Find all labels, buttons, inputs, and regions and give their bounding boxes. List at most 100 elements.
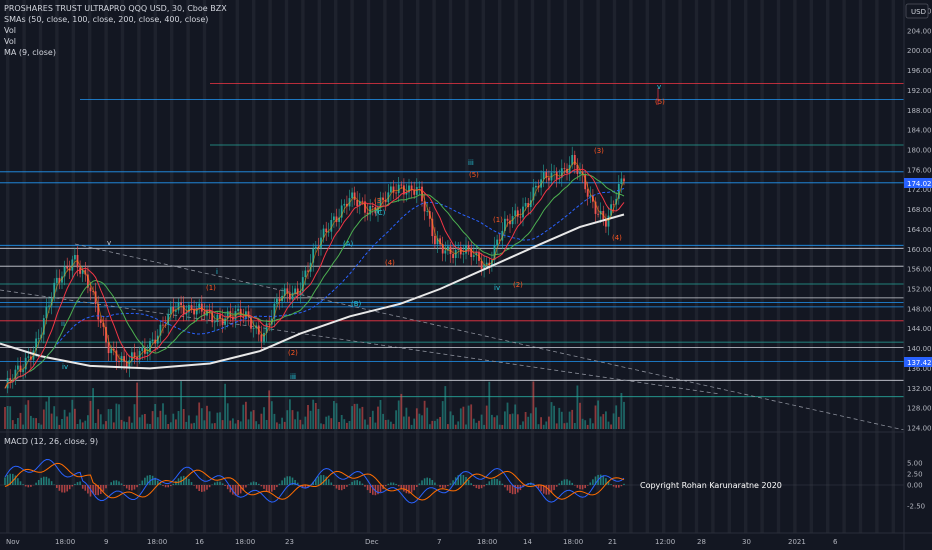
volume-bar [76,424,79,429]
candle-body [167,313,170,325]
macd-hist-bar [584,485,586,489]
volume-bar [431,420,434,429]
macd-hist-bar [390,482,392,485]
macd-hist-bar [509,485,511,493]
volume-bar [514,404,517,429]
currency-label: USD [911,8,926,16]
volume-bar [418,413,421,429]
macd-hist-bar [589,482,592,485]
macd-hist-bar [550,485,553,493]
macd-hist-bar [592,479,594,485]
volume-bar [71,399,74,429]
volume-bar [270,401,273,429]
volume-bar [84,420,87,429]
volume-bar [79,419,81,429]
price-axis[interactable]: 208.00204.00200.00196.00192.00188.00184.… [907,8,932,433]
macd-hist-bar [255,482,257,485]
macd-hist-bar [403,485,405,492]
volume-bar [257,424,260,429]
volume-bar [11,420,14,429]
volume-bar [545,421,548,429]
macd-hist-bar [555,485,558,487]
volume-bar [364,419,366,429]
candle-body [462,253,465,255]
price-tick-label: 188.00 [907,107,932,115]
trendline-upper [74,243,904,430]
volume-bar [162,403,164,429]
macd-hist-bar [506,485,509,491]
macd-hist-bar [263,485,265,489]
volume-bar [87,415,89,429]
macd-hist-bar [291,477,294,485]
volume-bar [30,415,32,429]
wave-label-sub: (4) [612,234,622,242]
candle-body [516,210,519,217]
macd-hist-bar [162,485,164,486]
macd-hist-bar [260,485,263,487]
time-tick-label: 18:00 [235,538,255,546]
volume-bar [206,405,208,429]
volume-bar [190,423,193,429]
wave-label-main: iv [494,284,500,292]
candle-body [545,172,548,178]
candle-body [219,314,221,319]
macd-hist-bar [113,480,115,485]
ma-legend[interactable]: MA (9, close) [4,48,56,57]
volume-bar [35,418,37,429]
candle-body [125,361,128,369]
candle-body [226,311,229,319]
vol-legend-2[interactable]: Vol [4,37,16,46]
volume-bar [182,409,185,429]
candle-body [320,237,322,248]
volume-bar [42,409,45,429]
volume-bar [211,423,214,429]
macd-hist-bar [325,476,327,485]
macd-legend[interactable]: MACD (12, 26, close, 9) [4,437,99,446]
volume-bar [172,413,175,429]
candle-body [169,306,172,314]
candle-body [216,314,219,322]
candle-body [48,305,50,307]
volume-bar [465,424,467,429]
candle-body [431,218,434,237]
candle-body [276,298,278,304]
time-axis[interactable]: Nov 18:00 9 18:00 16 18:00 23 Dec 7 18:00 14 18:00 2… [6,538,838,546]
volume-bar [273,413,276,429]
volume-bar [408,416,410,429]
macd-hist-bar [615,485,617,488]
sma-legend[interactable]: SMAs (50, close, 100, close, 200, close,… [4,15,209,24]
candle-body [74,255,76,260]
volume-bar [242,404,245,429]
volume-bar [312,399,315,429]
volume-bar [296,411,299,429]
macd-hist-bar [239,485,242,494]
candle-body [325,228,328,232]
candle-body [55,277,58,283]
volume-bar [193,422,195,429]
volume-bar [599,416,602,429]
volume-bar [58,424,61,429]
volume-bar [177,411,180,429]
volume-bar [470,404,473,429]
candle-body [452,254,454,258]
volume-bar [301,424,304,429]
candle-body [89,287,92,292]
volume-bar [125,422,128,429]
symbol-title[interactable]: PROSHARES TRUST ULTRAPRO QQQ USD, 30, Cb… [4,4,227,13]
time-tick-label: 12:00 [655,538,675,546]
macd-hist-bar [483,485,485,487]
vol-legend-1[interactable]: Vol [4,26,16,35]
macd-axis: 5.00 2.50 0.00 -2.50 [907,460,925,511]
macd-hist-bar [374,485,377,496]
wave-label-sub: (1) [493,216,503,224]
price-axis-background[interactable] [904,0,932,550]
macd-hist-bar [118,481,120,485]
macd-hist-bar [50,481,53,485]
currency-button[interactable]: USD [905,3,929,19]
wave-label-sub: (C) [375,209,386,217]
candle-body [42,318,45,335]
candle-body [519,216,522,218]
wave-label-sub: (2) [513,281,523,289]
macd-hist-bar [576,485,579,488]
